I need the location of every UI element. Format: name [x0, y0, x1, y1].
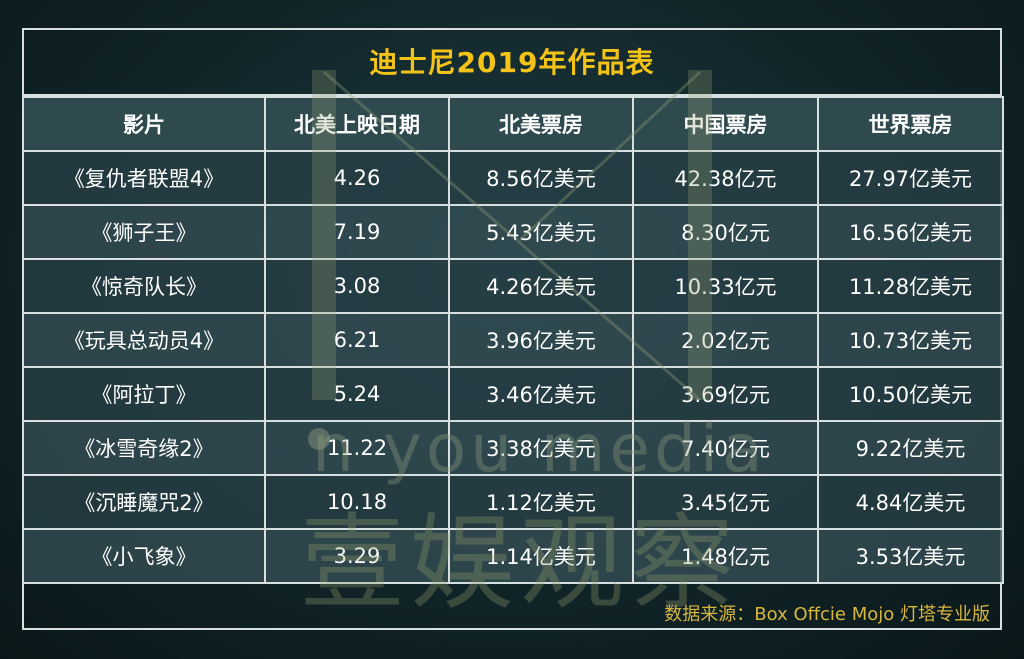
cell-film: 《冰雪奇缘2》 [22, 420, 266, 476]
data-source-note: 数据来源：Box Offcie Mojo 灯塔专业版 [664, 604, 990, 625]
cell-release-date: 6.21 [264, 312, 450, 368]
column-header-world-box-office: 世界票房 [817, 96, 1004, 152]
cell-film: 《阿拉丁》 [22, 366, 266, 422]
cell-china-box-office: 2.02亿元 [632, 312, 819, 368]
cell-film: 《沉睡魔咒2》 [22, 474, 266, 530]
cell-film: 《复仇者联盟4》 [22, 150, 266, 206]
cell-release-date: 3.29 [264, 528, 450, 584]
cell-world-box-office: 11.28亿美元 [817, 258, 1004, 314]
table-row: 《玩具总动员4》 6.21 3.96亿美元 2.02亿元 10.73亿美元 [22, 312, 1004, 368]
cell-release-date: 10.18 [264, 474, 450, 530]
column-header-na-box-office: 北美票房 [448, 96, 634, 152]
cell-china-box-office: 8.30亿元 [632, 204, 819, 260]
cell-na-box-office: 5.43亿美元 [448, 204, 634, 260]
cell-film: 《狮子王》 [22, 204, 266, 260]
cell-world-box-office: 10.50亿美元 [817, 366, 1004, 422]
cell-china-box-office: 10.33亿元 [632, 258, 819, 314]
cell-na-box-office: 3.46亿美元 [448, 366, 634, 422]
page-title: 迪士尼2019年作品表 [369, 46, 655, 79]
cell-film: 《玩具总动员4》 [22, 312, 266, 368]
cell-na-box-office: 1.12亿美元 [448, 474, 634, 530]
cell-world-box-office: 3.53亿美元 [817, 528, 1004, 584]
cell-film: 《小飞象》 [22, 528, 266, 584]
cell-na-box-office: 3.38亿美元 [448, 420, 634, 476]
cell-na-box-office: 3.96亿美元 [448, 312, 634, 368]
cell-release-date: 11.22 [264, 420, 450, 476]
cell-china-box-office: 42.38亿元 [632, 150, 819, 206]
cell-na-box-office: 4.26亿美元 [448, 258, 634, 314]
table-row: 《小飞象》 3.29 1.14亿美元 1.48亿元 3.53亿美元 [22, 528, 1004, 584]
column-header-china-box-office: 中国票房 [632, 96, 819, 152]
cell-world-box-office: 4.84亿美元 [817, 474, 1004, 530]
cell-na-box-office: 8.56亿美元 [448, 150, 634, 206]
cell-film: 《惊奇队长》 [22, 258, 266, 314]
cell-na-box-office: 1.14亿美元 [448, 528, 634, 584]
table-row: 《惊奇队长》 3.08 4.26亿美元 10.33亿元 11.28亿美元 [22, 258, 1004, 314]
table-row: 《狮子王》 7.19 5.43亿美元 8.30亿元 16.56亿美元 [22, 204, 1004, 260]
cell-world-box-office: 10.73亿美元 [817, 312, 1004, 368]
cell-china-box-office: 3.45亿元 [632, 474, 819, 530]
column-header-release-date: 北美上映日期 [264, 96, 450, 152]
cell-release-date: 4.26 [264, 150, 450, 206]
cell-release-date: 3.08 [264, 258, 450, 314]
table-row: 《阿拉丁》 5.24 3.46亿美元 3.69亿元 10.50亿美元 [22, 366, 1004, 422]
header-row: 影片 北美上映日期 北美票房 中国票房 世界票房 [22, 96, 1004, 152]
table-row: 《复仇者联盟4》 4.26 8.56亿美元 42.38亿元 27.97亿美元 [22, 150, 1004, 206]
cell-release-date: 5.24 [264, 366, 450, 422]
cell-china-box-office: 7.40亿元 [632, 420, 819, 476]
box-office-table: 影片 北美上映日期 北美票房 中国票房 世界票房 《复仇者联盟4》 4.26 8… [22, 96, 1004, 584]
table-row: 《沉睡魔咒2》 10.18 1.12亿美元 3.45亿元 4.84亿美元 [22, 474, 1004, 530]
cell-world-box-office: 27.97亿美元 [817, 150, 1004, 206]
cell-release-date: 7.19 [264, 204, 450, 260]
table-row: 《冰雪奇缘2》 11.22 3.38亿美元 7.40亿元 9.22亿美元 [22, 420, 1004, 476]
cell-china-box-office: 1.48亿元 [632, 528, 819, 584]
cell-world-box-office: 16.56亿美元 [817, 204, 1004, 260]
source-row: 数据来源：Box Offcie Mojo 灯塔专业版 [22, 596, 1002, 630]
cell-china-box-office: 3.69亿元 [632, 366, 819, 422]
title-row: 迪士尼2019年作品表 [22, 28, 1002, 96]
cell-world-box-office: 9.22亿美元 [817, 420, 1004, 476]
column-header-film: 影片 [22, 96, 266, 152]
